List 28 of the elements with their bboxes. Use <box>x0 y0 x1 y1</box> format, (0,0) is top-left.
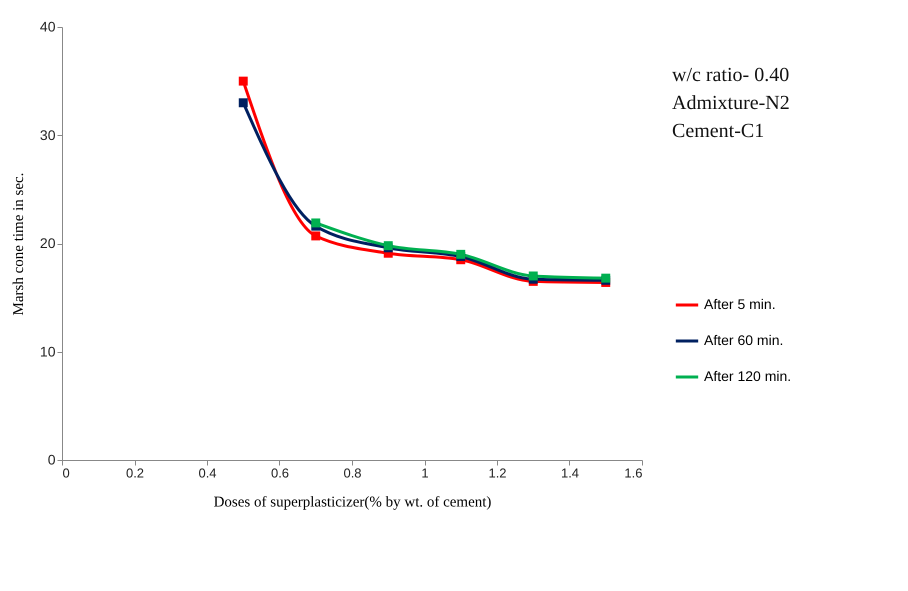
x-tick-label: 1.2 <box>488 466 507 480</box>
x-tick-label: 0.4 <box>198 466 217 480</box>
x-tick-label: 0.8 <box>343 466 362 480</box>
point <box>238 98 248 108</box>
text: Cement-C1 <box>672 120 764 142</box>
point <box>528 272 538 280</box>
legend-label: After 60 min. <box>704 332 784 348</box>
x-tick-label: 0.2 <box>126 466 144 480</box>
y-tick-label: 20 <box>40 235 56 251</box>
legend-label: After 120 min. <box>704 368 792 384</box>
legend-label: After 5 min. <box>704 296 776 312</box>
y-tick-label: 10 <box>40 343 56 360</box>
x-tick-label: 1.6 <box>624 466 642 480</box>
y-tick-label: 40 <box>40 18 56 34</box>
text: w/c ratio- 0.40 <box>672 64 790 86</box>
x-axis-title: Doses of superplasticizer(% by wt. of cement) <box>214 494 492 510</box>
x-tick-label: 1 <box>421 466 429 480</box>
y-axis-title: Marsh cone time in sec. <box>10 172 27 316</box>
y-tick-label: 30 <box>40 126 56 143</box>
x-tick-label: 0 <box>62 466 70 480</box>
text: Admixture-N2 <box>672 92 790 114</box>
point <box>456 250 466 259</box>
point <box>311 218 320 228</box>
point <box>311 231 320 240</box>
y-tick-label: 0 <box>48 452 56 468</box>
x-tick-label: 1.4 <box>560 466 580 480</box>
x-tick-label: 0.6 <box>270 466 290 480</box>
point <box>238 76 248 86</box>
